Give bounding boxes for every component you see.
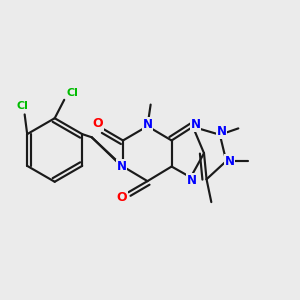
Text: N: N (190, 118, 200, 131)
Text: N: N (217, 125, 226, 138)
Text: N: N (187, 174, 197, 187)
Text: N: N (142, 118, 152, 131)
Text: Cl: Cl (16, 101, 28, 111)
Text: O: O (92, 117, 103, 130)
Text: O: O (117, 191, 128, 205)
Text: Cl: Cl (66, 88, 78, 98)
Text: N: N (224, 154, 234, 168)
Text: N: N (116, 160, 126, 173)
